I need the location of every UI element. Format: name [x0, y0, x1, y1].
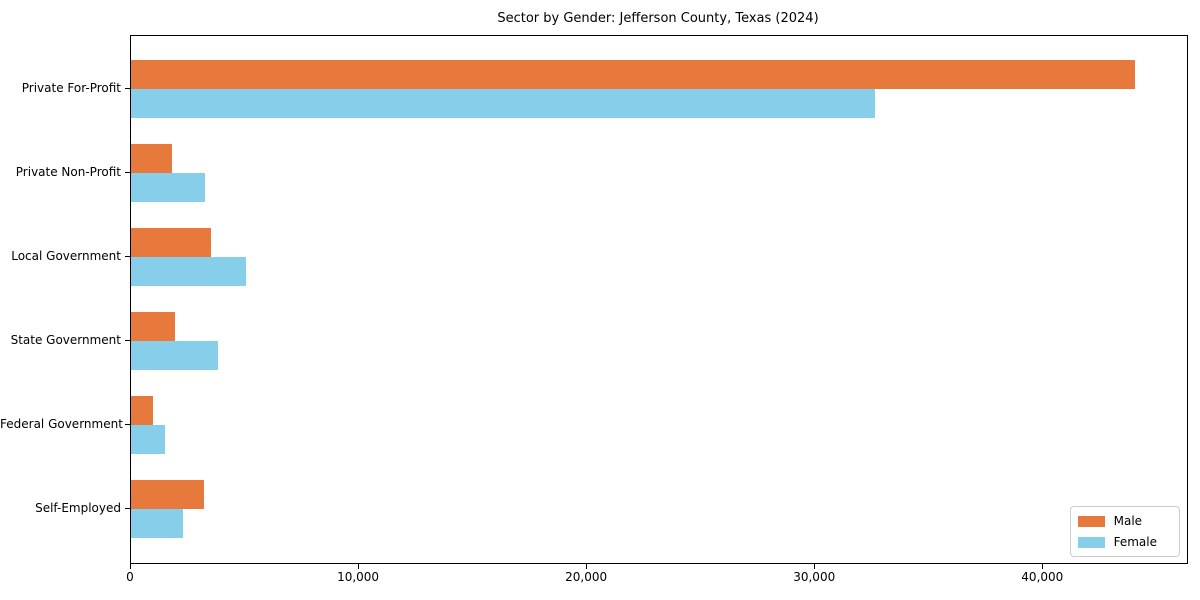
x-tick-label-10000: 10,000 [337, 570, 380, 584]
y-tick-local-government [125, 256, 130, 257]
x-tick-20000 [586, 564, 588, 569]
bar-female-local-government [131, 257, 247, 286]
legend: Male Female [1069, 506, 1180, 557]
legend-swatch-male [1077, 515, 1105, 527]
legend-label-male: Male [1113, 514, 1143, 528]
y-tick-private-for-profit [125, 88, 130, 89]
x-tick-label-30000: 30,000 [793, 570, 836, 584]
y-axis-label-local-government: Local Government [11, 249, 121, 263]
bar-female-self-employed [131, 509, 184, 538]
bar-male-federal-government [131, 396, 154, 425]
y-axis-label-private-non-profit: Private Non-Profit [15, 165, 121, 179]
x-tick-label-20000: 20,000 [565, 570, 608, 584]
x-tick-30000 [814, 564, 816, 569]
y-axis-label-state-government: State Government [10, 333, 121, 347]
y-axis-label-self-employed: Self-Employed [35, 501, 121, 515]
y-tick-federal-government [125, 424, 130, 425]
legend-label-female: Female [1113, 535, 1157, 549]
bar-male-private-for-profit [131, 60, 1135, 89]
bar-male-local-government [131, 228, 211, 257]
bar-male-private-non-profit [131, 144, 173, 173]
bar-female-state-government [131, 341, 218, 370]
x-tick-label-0: 0 [126, 570, 134, 584]
y-tick-self-employed [125, 508, 130, 509]
bar-female-private-non-profit [131, 173, 206, 202]
x-tick-10000 [358, 564, 360, 569]
x-tick-40000 [1042, 564, 1044, 569]
y-axis-label-private-for-profit: Private For-Profit [21, 81, 121, 95]
y-axis-label-federal-government: Federal Government [0, 417, 123, 431]
chart-title: Sector by Gender: Jefferson County, Texa… [497, 11, 819, 26]
bar-male-state-government [131, 312, 176, 341]
legend-swatch-female [1077, 536, 1105, 548]
plot-area: Male Female [130, 35, 1188, 564]
bar-female-federal-government [131, 425, 165, 454]
y-tick-private-non-profit [125, 172, 130, 173]
y-tick-state-government [125, 340, 130, 341]
legend-item-female: Female [1077, 535, 1169, 549]
bar-female-private-for-profit [131, 89, 875, 118]
bar-male-self-employed [131, 480, 204, 509]
legend-item-male: Male [1077, 514, 1169, 528]
x-tick-0 [130, 564, 131, 569]
x-tick-label-40000: 40,000 [1021, 570, 1064, 584]
